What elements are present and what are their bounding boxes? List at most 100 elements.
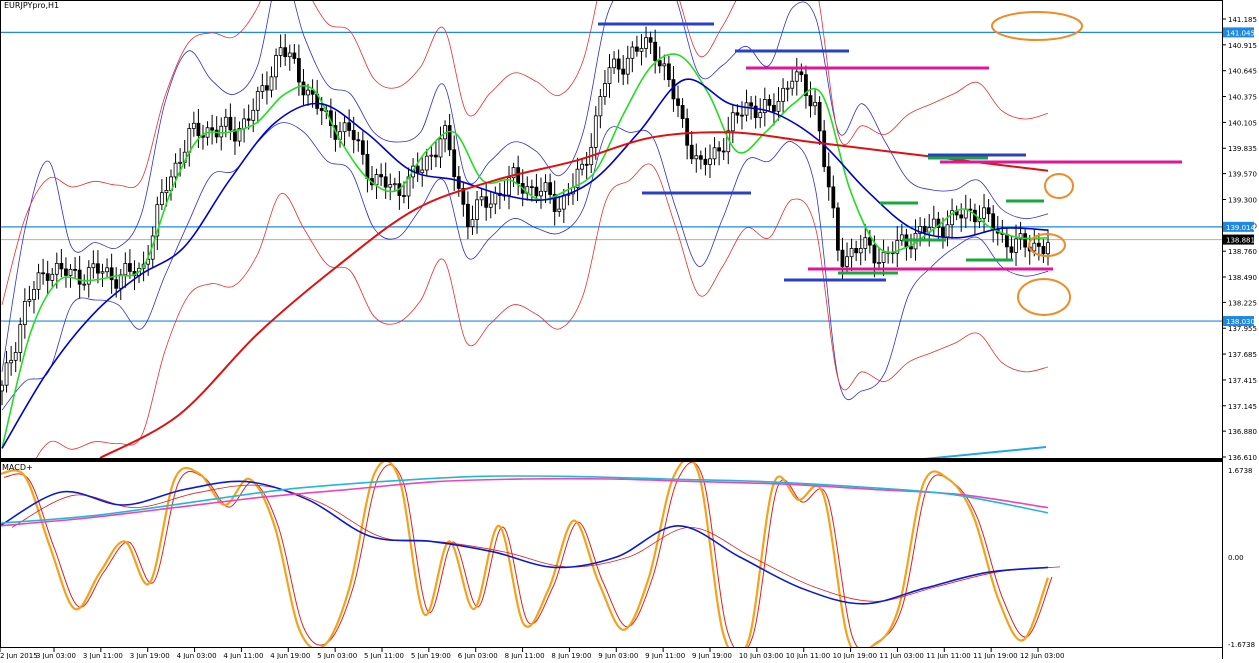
price-tag-label: 138.030 [1226, 318, 1255, 326]
trend-segment [923, 446, 1047, 458]
candle-bear [456, 176, 461, 189]
candle-bull [785, 87, 790, 90]
candle-bull [173, 162, 178, 178]
candle-bear [1009, 246, 1014, 253]
candle-bull [438, 138, 443, 158]
y-tick-label: 139.300 [1228, 196, 1257, 204]
candle-bull [274, 55, 278, 78]
candle-bull [18, 324, 23, 353]
x-tick-label: 3 Jun 03:00 [36, 652, 76, 659]
candle-bull [507, 177, 511, 196]
x-tick-label: 10 Jun 11:00 [786, 652, 830, 659]
candle-bear [822, 130, 827, 168]
candle-bull [694, 155, 699, 160]
y-tick-label: 137.685 [1228, 351, 1257, 359]
highlight-circle [1028, 233, 1066, 257]
candle-bear [210, 127, 215, 131]
candle-bull [251, 109, 256, 121]
x-tick-label: 12 Jun 03:00 [1020, 652, 1064, 659]
candle-bull [237, 127, 242, 142]
candle-bear [196, 122, 201, 136]
candle-bull [539, 190, 543, 197]
candle-bull [475, 199, 479, 220]
y-tick-label: 136.880 [1228, 428, 1257, 436]
x-tick-label: 11 Jun 19:00 [973, 652, 1017, 659]
x-tick-label: 5 Jun 11:00 [364, 652, 404, 659]
envelope-upper [1, 1, 1049, 305]
candle-bear [1023, 233, 1028, 248]
candle-bull [790, 80, 795, 89]
x-tick-label: 3 Jun 19:00 [130, 652, 170, 659]
candle-bear [653, 41, 658, 61]
candle-bull [9, 359, 14, 364]
candle-bear [516, 167, 521, 184]
candle-bear [301, 81, 306, 96]
x-tick-label: 4 Jun 11:00 [223, 652, 263, 659]
candle-bull [260, 85, 265, 92]
x-tick-label: 6 Jun 03:00 [458, 652, 498, 659]
price-tag-current [1223, 234, 1254, 245]
candle-bear [740, 114, 744, 117]
candle-bear [657, 60, 662, 67]
candle-bull [612, 58, 616, 69]
candle-bull [488, 203, 493, 208]
candle-bull [54, 262, 59, 275]
candle-bear [1004, 233, 1009, 248]
candle-bull [575, 168, 580, 188]
candle-bear [689, 144, 694, 160]
y-tick-label: 140.375 [1228, 94, 1257, 102]
main-plot [1, 1, 1222, 458]
candle-bull [278, 47, 283, 56]
candle-bull [105, 267, 109, 273]
candle-bull [918, 225, 923, 234]
candle-bull [561, 194, 566, 210]
candle-bear [447, 125, 452, 151]
candle-bull [776, 100, 781, 112]
y-tick-label: 140.105 [1228, 119, 1257, 127]
x-tick-label: 9 Jun 11:00 [645, 652, 685, 659]
y-tick-label: 137.955 [1228, 325, 1257, 333]
candle-bull [100, 271, 105, 274]
candle-bear [484, 196, 489, 208]
candle-bear [959, 214, 964, 219]
candle-bear [698, 155, 703, 160]
y-tick-label: 138.760 [1228, 248, 1257, 256]
candle-bull [557, 208, 562, 212]
candle-bear [283, 47, 288, 58]
candle-bear [835, 207, 840, 251]
candle-bear [109, 267, 114, 281]
candle-bull [644, 37, 648, 49]
candle-bull [730, 112, 735, 132]
candle-bear [867, 237, 872, 246]
candle-bear [415, 165, 420, 174]
candle-bear [986, 207, 991, 215]
candle-bull [931, 218, 936, 229]
candle-bear [721, 150, 726, 153]
candle-bull [580, 163, 584, 170]
chart-title: EURJPYpro,H1 [4, 1, 59, 10]
candle-bull [155, 204, 160, 237]
candle-bear [246, 118, 251, 121]
candle-bear [127, 263, 132, 272]
bollinger-upper [1, 1, 1049, 372]
candle-bull [269, 76, 274, 91]
candle-bull [178, 161, 183, 164]
y-tick-label: 137.415 [1228, 377, 1257, 385]
candle-bear [749, 102, 754, 107]
candle-bull [712, 147, 717, 160]
candle-bear [402, 195, 406, 197]
candle-bull [91, 263, 96, 269]
candle-bear [909, 246, 913, 250]
candle-bear [434, 154, 438, 158]
candle-bear [310, 89, 315, 95]
highlight-circle [1044, 173, 1074, 199]
y-tick-label: 136.610 [1228, 454, 1257, 462]
candle-bull [68, 268, 73, 276]
candle-bear [666, 63, 671, 81]
ma-fast-line [1, 53, 1049, 449]
candle-bull [1046, 242, 1050, 255]
price-tag-label: 138.881 [1226, 237, 1255, 245]
candle-bull [950, 210, 954, 226]
